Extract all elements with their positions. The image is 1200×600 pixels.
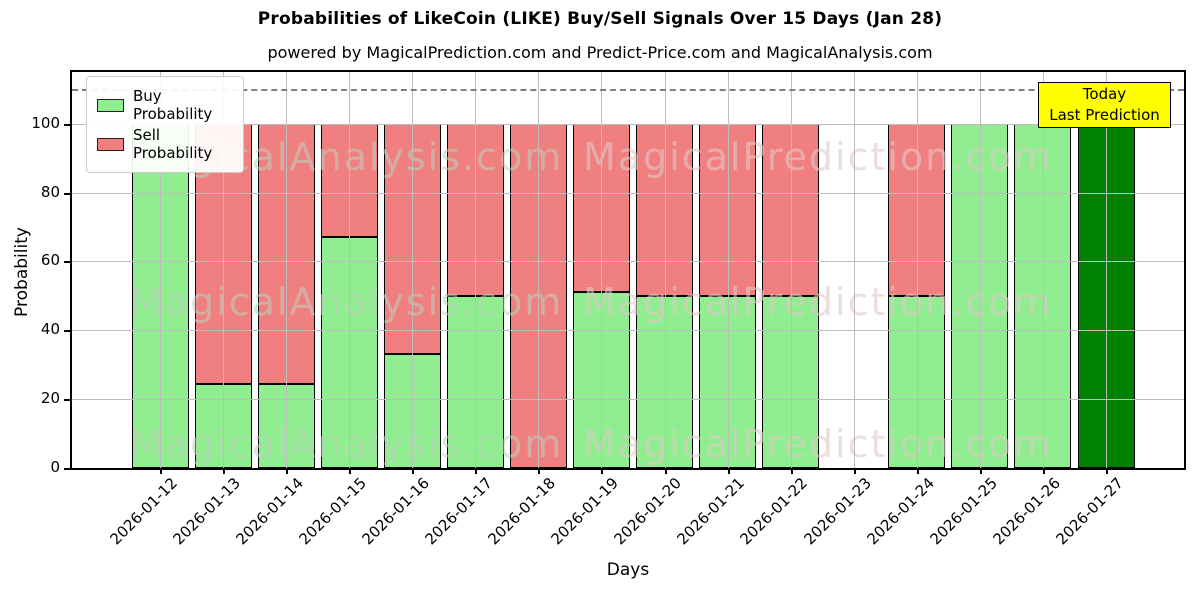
y-tick-label: 20: [40, 389, 60, 408]
x-tick-label: 2026-01-23: [800, 474, 875, 549]
x-tick-label: 2026-01-22: [737, 474, 812, 549]
horizontal-gridline: [72, 261, 1184, 263]
x-tick-label: 2026-01-25: [926, 474, 1001, 549]
y-tick-mark: [64, 399, 70, 402]
horizontal-gridline: [72, 330, 1184, 332]
vertical-gridline: [160, 72, 161, 468]
x-tick-label: 2026-01-13: [169, 474, 244, 549]
buy-color-swatch-icon: [97, 98, 124, 112]
watermark-magicalanalysis: MagicalAnalysis.com: [130, 280, 564, 324]
vertical-gridline: [853, 72, 855, 468]
vertical-gridline: [727, 72, 729, 468]
y-tick-mark: [64, 330, 70, 333]
vertical-gridline: [664, 72, 666, 468]
vertical-gridline: [790, 72, 792, 468]
y-tick-label: 60: [40, 251, 60, 270]
plot-area: MagicalAnalysis.com MagicalPrediction.com…: [70, 70, 1186, 470]
x-tick-label: 2026-01-16: [358, 474, 434, 549]
vertical-gridline: [349, 72, 351, 468]
today-annotation: Today Last Prediction: [1038, 82, 1171, 128]
vertical-gridline: [412, 72, 414, 468]
x-tick-label: 2026-01-27: [1052, 474, 1127, 549]
y-tick-mark: [64, 192, 70, 195]
x-tick-label: 2026-01-15: [295, 474, 370, 549]
x-tick-mark: [664, 468, 667, 474]
sell-color-swatch-icon: [97, 137, 124, 151]
dashed-threshold-line: [72, 89, 1184, 92]
legend-label-sell: Sell Probability: [133, 126, 213, 162]
legend-item-sell: Sell Probability: [97, 126, 233, 162]
vertical-gridline: [223, 72, 225, 468]
x-tick-label: 2026-01-12: [106, 474, 181, 549]
y-tick-mark: [64, 123, 70, 126]
x-tick-mark: [853, 468, 856, 474]
x-tick-mark: [538, 468, 541, 474]
x-tick-mark: [1106, 468, 1108, 474]
x-tick-mark: [1042, 468, 1045, 474]
chart-title: Probabilities of LikeCoin (LIKE) Buy/Sel…: [257, 9, 943, 29]
x-axis-label: Days: [606, 560, 650, 580]
vertical-gridline: [979, 72, 981, 468]
today-annotation-line1: Today: [1082, 85, 1127, 103]
vertical-gridline: [916, 72, 918, 468]
x-tick-label: 2026-01-19: [547, 474, 623, 549]
vertical-gridline: [286, 72, 288, 468]
x-tick-mark: [286, 468, 289, 474]
x-tick-mark: [727, 468, 730, 474]
x-tick-mark: [349, 468, 352, 474]
x-tick-mark: [979, 468, 982, 474]
vertical-gridline: [1106, 72, 1107, 468]
x-tick-mark: [601, 468, 604, 474]
x-tick-mark: [475, 468, 478, 474]
y-tick-label: 80: [40, 182, 60, 201]
y-tick-label: 100: [31, 113, 60, 132]
watermark-magicalprediction: MagicalPrediction.com: [583, 135, 1053, 179]
chart-subtitle: powered by MagicalPrediction.com and Pre…: [267, 43, 933, 62]
x-tick-label: 2026-01-18: [484, 474, 560, 549]
legend: Buy Probability Sell Probability: [86, 76, 244, 173]
y-tick-label: 40: [40, 320, 60, 339]
vertical-gridline: [475, 72, 477, 468]
x-tick-label: 2026-01-26: [989, 474, 1064, 549]
watermark-magicalprediction: MagicalPrediction.com: [583, 280, 1053, 324]
x-tick-mark: [412, 468, 415, 474]
x-tick-label: 2026-01-14: [232, 474, 307, 549]
legend-label-buy: Buy Probability: [133, 87, 213, 123]
x-tick-mark: [790, 468, 793, 474]
x-tick-mark: [160, 468, 162, 474]
x-tick-mark: [916, 468, 919, 474]
today-annotation-line2: Last Prediction: [1049, 106, 1160, 124]
horizontal-gridline: [72, 192, 1184, 194]
horizontal-gridline: [72, 123, 1184, 125]
watermark-magicalprediction: MagicalPrediction.com: [583, 422, 1053, 466]
vertical-gridline: [538, 72, 540, 468]
y-tick-label: 0: [50, 458, 60, 476]
legend-item-buy: Buy Probability: [97, 87, 233, 123]
x-tick-label: 2026-01-17: [421, 474, 497, 549]
vertical-gridline: [1042, 72, 1044, 468]
y-tick-mark: [64, 468, 70, 470]
y-tick-mark: [64, 261, 70, 264]
horizontal-gridline: [72, 399, 1184, 401]
vertical-gridline: [601, 72, 603, 468]
watermark-magicalanalysis: MagicalAnalysis.com: [130, 422, 564, 466]
x-tick-mark: [223, 468, 226, 474]
